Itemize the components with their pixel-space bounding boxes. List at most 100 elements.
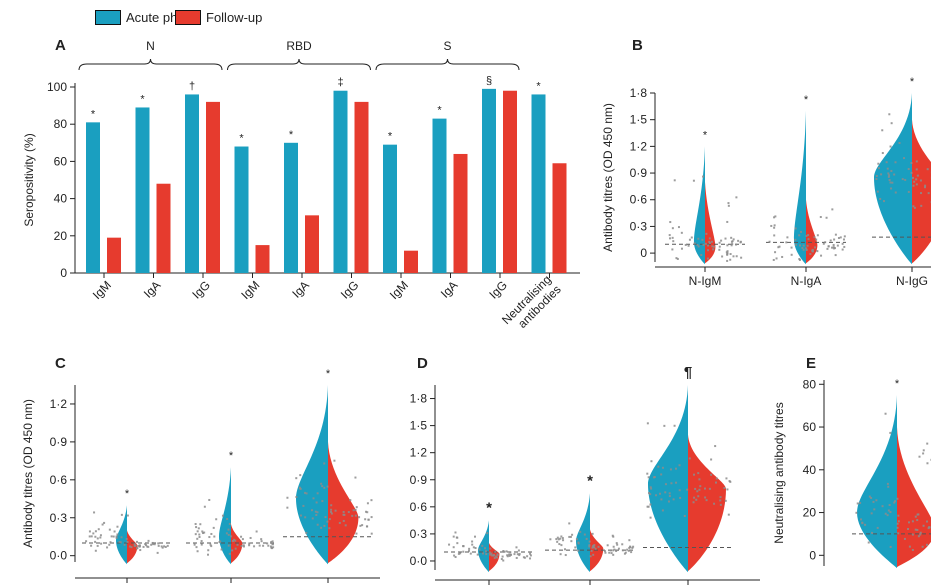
panel-d-data-point [647, 476, 650, 479]
panel-d-data-point [549, 538, 552, 541]
panel-c-data-point [316, 523, 319, 526]
panel-a-bar-followup [354, 101, 369, 273]
panel-b-data-point [735, 243, 738, 246]
panel-b-data-point [700, 254, 703, 257]
panel-b-data-point [819, 216, 822, 219]
panel-d-data-point [703, 487, 706, 490]
panel-d-data-point [612, 553, 615, 556]
panel-d-data-point [726, 488, 729, 491]
panel-c-data-point [321, 500, 324, 503]
panel-b-data-point [841, 242, 844, 245]
panel-d-data-point [569, 535, 572, 538]
panel-b-data-point [811, 250, 814, 253]
panel-c-data-point [231, 540, 234, 543]
panel-b-data-point [805, 247, 808, 250]
panel-b-data-point [875, 178, 878, 181]
panel-e-data-point [875, 499, 878, 502]
panel-b-y-tick-label: 0·6 [630, 193, 648, 207]
panel-e-data-point [887, 509, 890, 512]
panel-c-sig-marker: * [229, 450, 234, 462]
panel-d-data-point [494, 550, 497, 553]
panel-b-data-point [706, 257, 709, 260]
panel-d-data-point [489, 547, 492, 550]
panel-b-data-point [740, 256, 743, 259]
panel-b-data-point [798, 234, 801, 237]
panel-d-data-point [591, 546, 594, 549]
panel-c-data-point [163, 545, 166, 548]
panel-d-data-point [699, 485, 702, 488]
panel-d-data-point [715, 477, 718, 480]
panel-c-data-point [323, 486, 326, 489]
panel-e: E 0 20 40 60 80 Neutralising antibody titres * [772, 355, 931, 569]
panel-b-data-point [832, 246, 835, 249]
panel-d-data-point [590, 549, 593, 552]
panel-d-data-point [471, 543, 474, 546]
panel-c-data-point [138, 544, 141, 547]
panel-d-data-point [678, 464, 681, 467]
panel-c-data-point [196, 550, 199, 553]
panel-b-data-point [901, 178, 904, 181]
panel-b-data-point [680, 231, 683, 234]
panel-d-data-point [723, 486, 726, 489]
panel-c-data-point [195, 546, 198, 549]
panel-a: A 0 20 40 60 80 100 Seropositivity (%) * IgM * IgA †… [22, 37, 580, 337]
panel-e-data-point [911, 533, 914, 536]
panel-d-sig-marker: * [587, 472, 593, 489]
panel-d-data-point [664, 483, 667, 486]
panel-a-sig-marker: * [239, 133, 244, 145]
panel-d-data-point [516, 553, 519, 556]
panel-b-data-point [692, 179, 695, 182]
panel-b-data-point [913, 180, 916, 183]
panel-e-data-point [868, 495, 871, 498]
panel-e-data-point [894, 500, 897, 503]
panel-d-data-point [649, 516, 652, 519]
panel-b-data-point [831, 208, 834, 211]
panel-c-data-point [358, 516, 361, 519]
panel-e-data-point [886, 514, 889, 517]
panel-d-data-point [697, 472, 700, 475]
panel-b-violin-followup [912, 119, 931, 264]
panel-d-data-point [704, 496, 707, 499]
panel-d-data-point [673, 424, 676, 427]
panel-d-data-point [588, 545, 591, 548]
panel-c-data-point [271, 540, 274, 543]
panel-d-data-point [585, 537, 588, 540]
panel-b-data-point [889, 181, 892, 184]
panel-d-data-point [653, 476, 656, 479]
panel-c-data-point [347, 511, 350, 514]
panel-d-data-point [588, 540, 591, 543]
panel-c-data-point [198, 533, 201, 536]
panel-d-data-point [559, 553, 562, 556]
panel-d-data-point [557, 538, 560, 541]
panel-d-data-point [513, 553, 516, 556]
panel-c-data-point [333, 459, 336, 462]
panel-c-data-point [226, 518, 229, 521]
panel-b-data-point [772, 258, 775, 261]
panel-c-data-point [228, 522, 231, 525]
panel-d-data-point [591, 532, 594, 535]
panel-b-violin-acute [794, 110, 806, 265]
panel-b-data-point [886, 167, 889, 170]
panel-c-data-point [208, 536, 211, 539]
panel-b-data-point [843, 245, 846, 248]
panel-c-data-point [365, 525, 368, 528]
panel-b-data-point [680, 247, 683, 250]
panel-b-data-point [704, 242, 707, 245]
panel-c-data-point [286, 506, 289, 509]
panel-a-y-tick-label: 0 [60, 266, 67, 280]
panel-e-data-point [887, 485, 890, 488]
panel-d-y-tick-label: 0·6 [410, 500, 428, 514]
panel-d-violin-followup [688, 434, 726, 572]
panel-c-data-point [354, 508, 357, 511]
panel-c-data-point [320, 482, 323, 485]
panel-b-data-point [822, 242, 825, 245]
panel-d-data-point [630, 551, 633, 554]
panel-b-data-point [773, 226, 776, 229]
panel-a-x-tick-label: Neutralisingantibodies [499, 272, 564, 337]
panel-d-data-point [456, 542, 459, 545]
panel-c-data-point [352, 509, 355, 512]
panel-b-data-point [875, 175, 878, 178]
panel-b-data-point [707, 249, 710, 252]
panel-b-data-point [880, 173, 883, 176]
